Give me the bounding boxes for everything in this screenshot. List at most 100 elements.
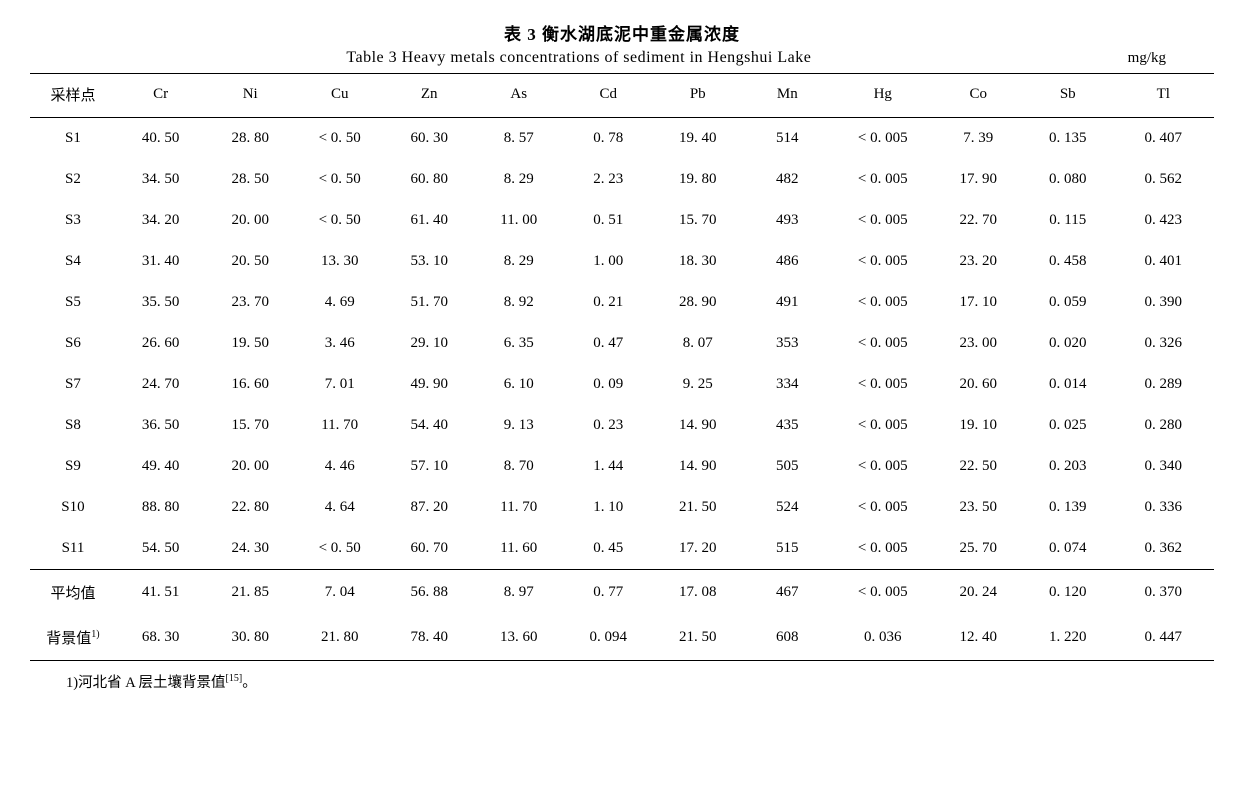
cell-value: 23. 50 [933,487,1023,528]
cell-value: 21. 80 [295,615,385,661]
cell-value: 0. 036 [832,615,933,661]
cell-value: < 0. 005 [832,446,933,487]
cell-value: 8. 97 [474,570,564,616]
cell-value: 0. 059 [1023,282,1113,323]
cell-value: 0. 280 [1113,405,1214,446]
cell-value: < 0. 005 [832,241,933,282]
cell-value: 1. 10 [564,487,654,528]
footnote-ref: [15] [226,673,243,684]
col-header-pb: Pb [653,74,743,118]
cell-value: 0. 203 [1023,446,1113,487]
cell-value: 0. 09 [564,364,654,405]
cell-value: 21. 50 [653,615,743,661]
cell-value: 0. 370 [1113,570,1214,616]
cell-value: 19. 80 [653,159,743,200]
cell-value: 11. 60 [474,528,564,570]
table-title-row: Table 3 Heavy metals concentrations of s… [30,49,1214,67]
col-header-ni: Ni [205,74,295,118]
row-label: S1 [30,118,116,160]
cell-value: 353 [743,323,833,364]
col-header-hg: Hg [832,74,933,118]
cell-value: 17. 08 [653,570,743,616]
cell-value: 19. 40 [653,118,743,160]
cell-value: 9. 25 [653,364,743,405]
cell-value: 23. 00 [933,323,1023,364]
col-header-tl: Tl [1113,74,1214,118]
table-row: S724. 7016. 607. 0149. 906. 100. 099. 25… [30,364,1214,405]
row-label: S9 [30,446,116,487]
col-header-cd: Cd [564,74,654,118]
cell-value: 68. 30 [116,615,206,661]
cell-value: 25. 70 [933,528,1023,570]
cell-value: 23. 20 [933,241,1023,282]
cell-value: 22. 80 [205,487,295,528]
cell-value: 17. 90 [933,159,1023,200]
cell-value: 22. 70 [933,200,1023,241]
cell-value: 0. 025 [1023,405,1113,446]
cell-value: 21. 50 [653,487,743,528]
row-label: 背景值1) [30,615,116,661]
table-row: S626. 6019. 503. 4629. 106. 350. 478. 07… [30,323,1214,364]
cell-value: 6. 35 [474,323,564,364]
cell-value: 0. 458 [1023,241,1113,282]
row-label: S8 [30,405,116,446]
cell-value: 6. 10 [474,364,564,405]
col-header-sample: 采样点 [30,74,116,118]
cell-value: 60. 30 [384,118,474,160]
table-row: S234. 5028. 50< 0. 5060. 808. 292. 2319.… [30,159,1214,200]
table-row: S836. 5015. 7011. 7054. 409. 130. 2314. … [30,405,1214,446]
cell-value: 0. 45 [564,528,654,570]
cell-value: 7. 04 [295,570,385,616]
row-label: 平均值 [30,570,116,616]
cell-value: 20. 50 [205,241,295,282]
table-body: S140. 5028. 80< 0. 5060. 308. 570. 7819.… [30,118,1214,661]
cell-value: 505 [743,446,833,487]
cell-value: 334 [743,364,833,405]
cell-value: 0. 401 [1113,241,1214,282]
cell-value: 0. 340 [1113,446,1214,487]
cell-value: < 0. 50 [295,159,385,200]
cell-value: 9. 13 [474,405,564,446]
row-label: S11 [30,528,116,570]
cell-value: 18. 30 [653,241,743,282]
cell-value: 56. 88 [384,570,474,616]
cell-value: 78. 40 [384,615,474,661]
cell-value: 61. 40 [384,200,474,241]
cell-value: 8. 70 [474,446,564,487]
cell-value: < 0. 005 [832,405,933,446]
cell-value: 0. 423 [1113,200,1214,241]
cell-value: 0. 47 [564,323,654,364]
table-header-row: 采样点CrNiCuZnAsCdPbMnHgCoSbTl [30,74,1214,118]
col-header-as: As [474,74,564,118]
cell-value: 8. 07 [653,323,743,364]
cell-value: 0. 326 [1113,323,1214,364]
table-row: S535. 5023. 704. 6951. 708. 920. 2128. 9… [30,282,1214,323]
cell-value: 2. 23 [564,159,654,200]
cell-value: 17. 20 [653,528,743,570]
table-row: S140. 5028. 80< 0. 5060. 308. 570. 7819.… [30,118,1214,160]
cell-value: 35. 50 [116,282,206,323]
table-row: S949. 4020. 004. 4657. 108. 701. 4414. 9… [30,446,1214,487]
cell-value: 57. 10 [384,446,474,487]
cell-value: 30. 80 [205,615,295,661]
table-unit: mg/kg [1128,50,1214,67]
cell-value: < 0. 005 [832,118,933,160]
cell-value: 40. 50 [116,118,206,160]
row-label: S2 [30,159,116,200]
cell-value: 8. 29 [474,159,564,200]
cell-value: 31. 40 [116,241,206,282]
col-header-co: Co [933,74,1023,118]
cell-value: 49. 40 [116,446,206,487]
row-label-sup: 1) [91,629,99,640]
cell-value: 28. 80 [205,118,295,160]
cell-value: 4. 64 [295,487,385,528]
cell-value: 0. 135 [1023,118,1113,160]
cell-value: 19. 50 [205,323,295,364]
cell-value: 0. 289 [1113,364,1214,405]
row-label: S3 [30,200,116,241]
cell-value: 1. 00 [564,241,654,282]
col-header-zn: Zn [384,74,474,118]
cell-value: 0. 139 [1023,487,1113,528]
cell-value: 21. 85 [205,570,295,616]
cell-value: 435 [743,405,833,446]
